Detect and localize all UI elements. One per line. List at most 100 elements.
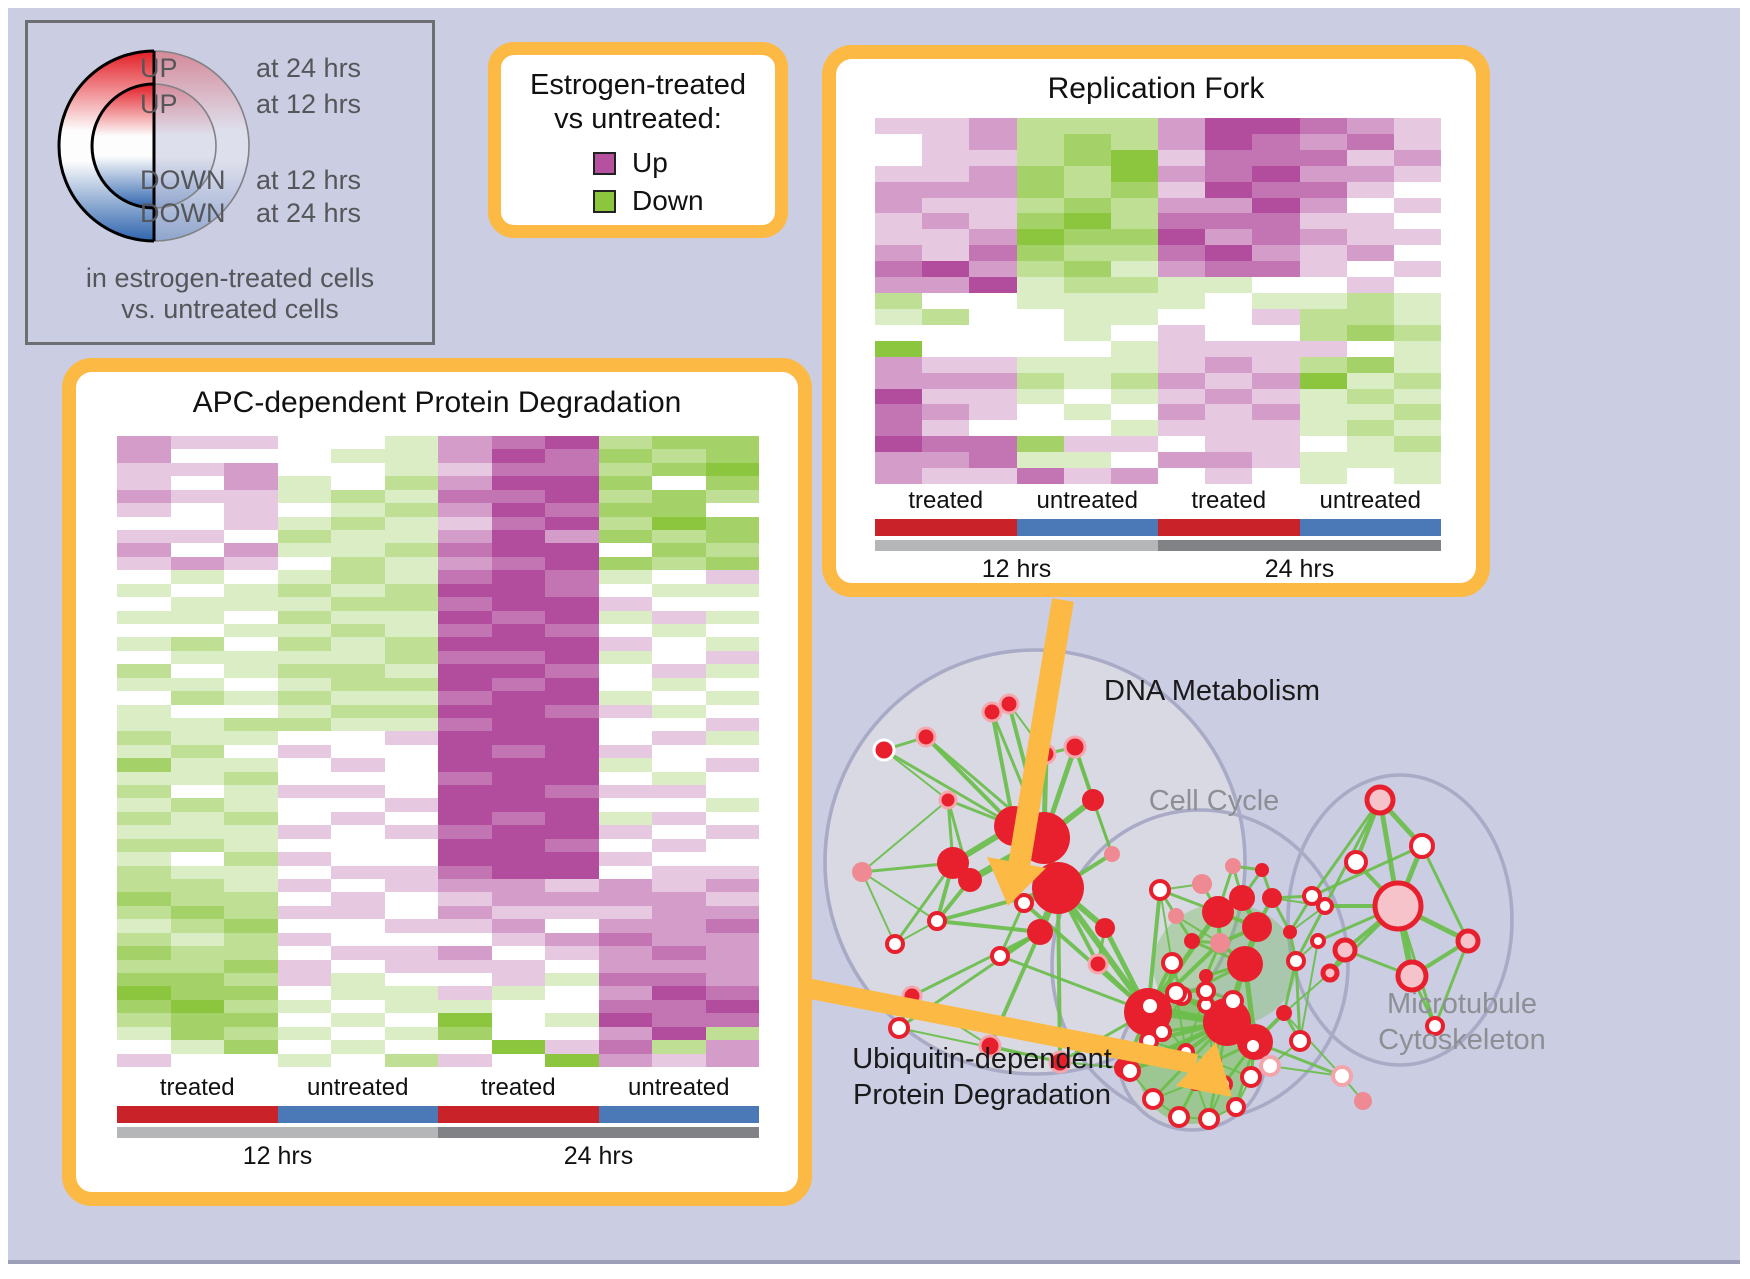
- heatmap-cell: [438, 838, 492, 853]
- heatmap-cell: [1110, 277, 1158, 294]
- heatmap-cell: [1252, 340, 1300, 357]
- network-node: [1161, 952, 1183, 974]
- heatmap-cell: [384, 905, 438, 920]
- heatmap-cell: [1252, 404, 1300, 421]
- heatmap-cell: [598, 798, 652, 812]
- heatmap-cell: [922, 308, 970, 325]
- heatmap-cell: [545, 892, 599, 906]
- heatmap-cell: [598, 744, 652, 759]
- heatmap-cell: [1252, 261, 1300, 278]
- heatmap-cell: [969, 277, 1017, 294]
- heatmap-cell: [545, 664, 599, 678]
- heatmap-cell: [1393, 197, 1441, 214]
- heatmap-cell: [1346, 213, 1394, 230]
- heatmap-cell: [384, 462, 438, 477]
- heatmap-cell: [331, 959, 385, 974]
- heatmap-cell: [1016, 261, 1064, 278]
- connector-arrow-shaft: [804, 978, 1198, 1074]
- heatmap-cell: [277, 811, 331, 826]
- heatmap-cell: [331, 543, 385, 557]
- heatmap-cell: [438, 704, 492, 718]
- heatmap-cell: [438, 771, 492, 786]
- heatmap-cell: [1110, 245, 1158, 262]
- heatmap-cell: [922, 324, 970, 341]
- heatmap-cell: [117, 489, 171, 504]
- heatmap-cell: [491, 583, 545, 598]
- heatmap-cell: [438, 691, 492, 705]
- heatmap-cell: [1063, 372, 1111, 389]
- heatmap-cell: [170, 905, 224, 920]
- heatmap-cell: [384, 758, 438, 772]
- heatmap-cell: [491, 1053, 545, 1067]
- heatmap-cell: [331, 650, 385, 665]
- heatmap-cell: [438, 717, 492, 732]
- heatmap-cell: [1016, 308, 1064, 325]
- condition-label: treated: [908, 487, 984, 514]
- heatmap-cell: [1158, 372, 1206, 389]
- heatmap-cell: [652, 583, 706, 598]
- heatmap-cell: [1252, 436, 1300, 453]
- heatmap-cell: [491, 543, 545, 557]
- heatmap-cell: [224, 865, 278, 880]
- heatmap-cell: [170, 610, 224, 624]
- heatmap-cell: [1252, 356, 1300, 373]
- network-node: [998, 693, 1020, 715]
- heatmap-cell: [117, 637, 171, 651]
- heatmap-cell: [922, 245, 970, 262]
- heatmap-cell: [224, 650, 278, 665]
- heatmap-cell: [1063, 324, 1111, 341]
- heatmap-cell: [170, 919, 224, 933]
- heatmap-cell: [224, 785, 278, 799]
- heatmap-cell: [922, 118, 970, 134]
- heatmap-cell: [224, 489, 278, 504]
- heatmap-cell: [705, 744, 759, 759]
- heatmap-cell: [1393, 468, 1441, 484]
- heatmap-cell: [1110, 324, 1158, 341]
- network-node: [1225, 858, 1241, 874]
- heatmap-cell: [117, 570, 171, 584]
- heatmap-cell: [117, 865, 171, 880]
- heatmap-cell: [331, 932, 385, 947]
- cluster-label: Protein Degradation: [853, 1079, 1111, 1111]
- heatmap-cell: [598, 570, 652, 584]
- heatmap-cell: [117, 919, 171, 933]
- heatmap-cell: [1063, 277, 1111, 294]
- cluster-label: Ubiquitin-dependent: [852, 1043, 1112, 1075]
- heatmap-cell: [1205, 468, 1253, 484]
- heatmap-cell: [598, 879, 652, 893]
- heatmap-cell: [598, 986, 652, 1000]
- heatmap-cell: [277, 1026, 331, 1041]
- heatmap-cell: [491, 865, 545, 880]
- heatmap-cell: [598, 811, 652, 826]
- heatmap-cell: [1158, 277, 1206, 294]
- heatmap-cell: [224, 637, 278, 651]
- network-node: [1364, 784, 1396, 816]
- heatmap-cell: [491, 449, 545, 463]
- heatmap-cell: [277, 879, 331, 893]
- heatmap-cell: [277, 650, 331, 665]
- network-node: [1240, 1066, 1262, 1088]
- heatmap-cell: [438, 650, 492, 665]
- heatmap-cell: [170, 637, 224, 651]
- heatmap-cell: [1393, 293, 1441, 309]
- heatmap-cell: [1158, 340, 1206, 357]
- heatmap-cell: [224, 744, 278, 759]
- heatmap-cell: [705, 758, 759, 772]
- heatmap-cell: [170, 529, 224, 544]
- heatmap-cell: [969, 404, 1017, 421]
- condition-color-bar: [117, 1106, 759, 1123]
- heatmap-cell: [1158, 181, 1206, 198]
- heatmap-cell: [598, 650, 652, 665]
- heatmap-cell: [224, 999, 278, 1014]
- heatmap-cell: [1346, 133, 1394, 150]
- heatmap-cell: [491, 919, 545, 933]
- heatmap-cell: [875, 118, 923, 134]
- heatmap-cell: [170, 1053, 224, 1067]
- heatmap-cell: [705, 798, 759, 812]
- heatmap-cell: [224, 932, 278, 947]
- heatmap-cell: [1393, 261, 1441, 278]
- heatmap-cell: [652, 946, 706, 960]
- heatmap-cell: [331, 744, 385, 759]
- heatmap-cell: [1158, 118, 1206, 134]
- heatmap-cell: [117, 959, 171, 974]
